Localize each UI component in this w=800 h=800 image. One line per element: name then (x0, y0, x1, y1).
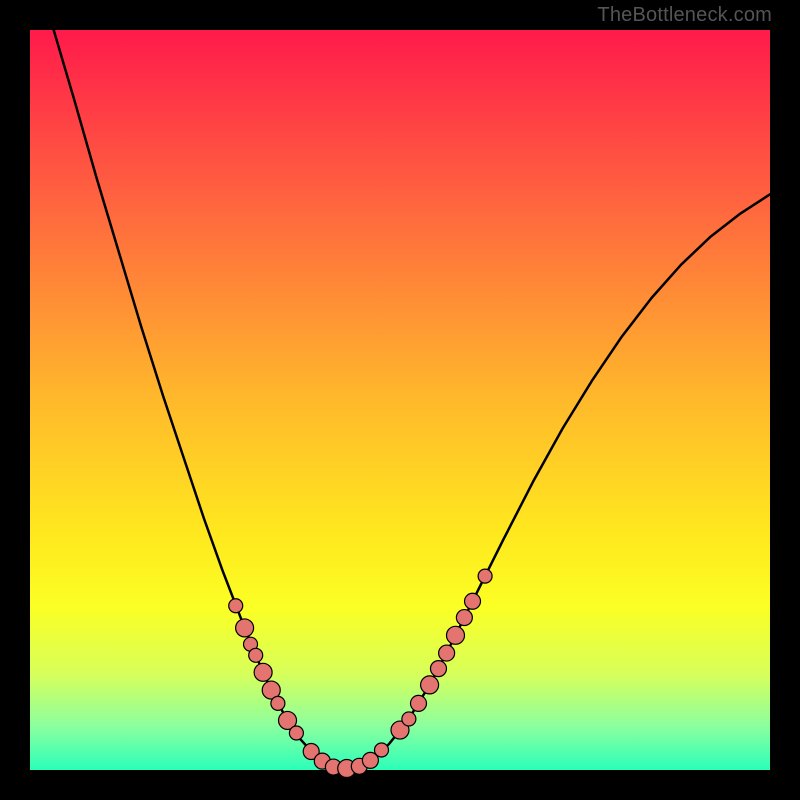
data-marker (439, 645, 455, 661)
data-marker (478, 569, 492, 583)
data-marker (375, 743, 389, 757)
data-marker (447, 626, 465, 644)
data-marker (271, 696, 285, 710)
data-marker (421, 676, 439, 694)
marker-group (229, 569, 492, 777)
data-marker (236, 619, 254, 637)
data-marker (229, 599, 243, 613)
data-marker (289, 726, 303, 740)
curve-layer (30, 30, 770, 770)
data-marker (456, 610, 472, 626)
data-marker (430, 661, 446, 677)
plot-area (30, 30, 770, 770)
data-marker (249, 648, 263, 662)
plot-frame: TheBottleneck.com (0, 0, 800, 800)
data-marker (411, 695, 427, 711)
watermark-text: TheBottleneck.com (597, 4, 772, 27)
data-marker (254, 663, 272, 681)
bottleneck-curve (54, 30, 770, 769)
data-marker (402, 712, 416, 726)
data-marker (465, 593, 481, 609)
